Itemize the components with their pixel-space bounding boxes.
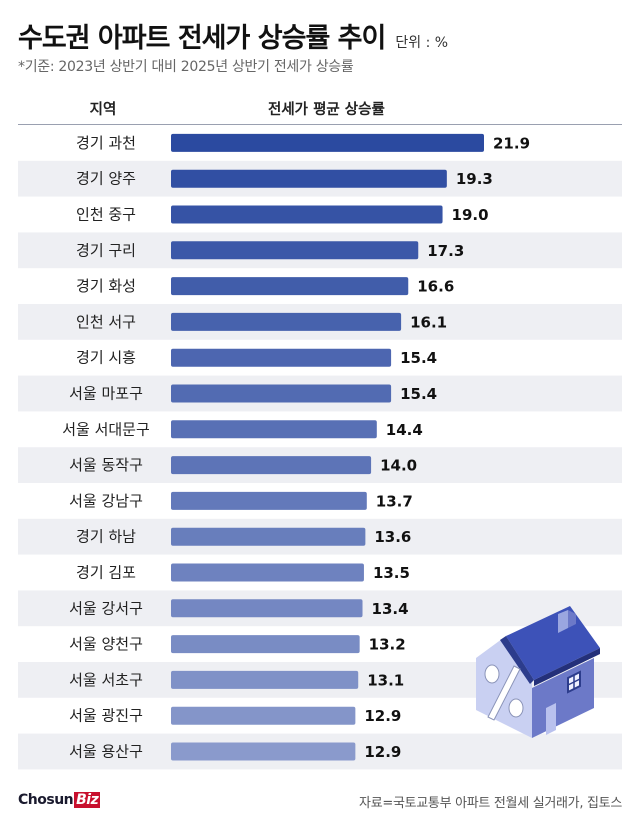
bar [171, 527, 366, 546]
baseline-note: *기준: 2023년 상반기 대비 2025년 상반기 전세가 상승률 [18, 59, 354, 75]
bar [171, 635, 360, 654]
value-label: 21.9 [493, 134, 530, 152]
bar [171, 491, 367, 510]
bar [171, 241, 419, 260]
region-label: 서울 강서구 [69, 599, 143, 617]
region-label: 서울 광진구 [69, 707, 143, 725]
region-label: 인천 중구 [76, 206, 136, 224]
chosunbiz-logo: Chosun Biz [18, 792, 101, 808]
region-label: 서울 마포구 [69, 385, 143, 403]
value-label: 13.1 [367, 671, 404, 689]
bar [171, 742, 356, 761]
bar [171, 133, 484, 152]
region-label: 경기 화성 [76, 277, 136, 295]
value-label: 17.3 [427, 242, 464, 260]
value-label: 12.9 [364, 743, 401, 761]
house-percent-icon [476, 606, 600, 738]
bar [171, 384, 392, 403]
value-label: 14.0 [380, 457, 417, 475]
bar-chart: 경기 과천 21.9 경기 양주 19.3 인천 중구 19.0 경기 구리 17.3 경기 화… [18, 133, 622, 770]
region-label: 경기 김포 [76, 564, 136, 582]
bar [171, 563, 364, 582]
chart-title: 수도권 아파트 전세가 상승률 추이 [18, 23, 386, 54]
value-label: 13.2 [369, 636, 406, 654]
value-label: 14.4 [386, 421, 423, 439]
logo-main: Chosun [18, 792, 74, 808]
value-label: 16.6 [417, 278, 454, 296]
region-label: 서울 서대문구 [62, 420, 150, 438]
bar [171, 456, 372, 475]
region-label: 서울 서초구 [69, 671, 143, 689]
column-header-region: 지역 [89, 102, 117, 118]
value-label: 16.1 [410, 313, 447, 331]
region-label: 인천 서구 [76, 313, 136, 331]
bar [171, 420, 377, 439]
source-note: 자료=국토교통부 아파트 전월세 실거래가, 집토스 [359, 796, 622, 811]
bar [171, 348, 392, 367]
region-label: 서울 용산구 [69, 743, 143, 761]
region-label: 경기 구리 [76, 241, 136, 259]
bar [171, 670, 359, 689]
value-label: 13.6 [374, 528, 411, 546]
value-label: 13.7 [376, 492, 413, 510]
value-label: 13.5 [373, 564, 410, 582]
value-label: 15.4 [400, 385, 437, 403]
bar [171, 277, 409, 296]
bar [171, 205, 443, 224]
value-label: 13.4 [372, 600, 409, 618]
table-header: 지역 전세가 평균 상승률 [18, 90, 622, 125]
value-label: 12.9 [364, 707, 401, 725]
bar [171, 169, 447, 188]
title-row: 수도권 아파트 전세가 상승률 추이 단위 : % [18, 16, 448, 55]
region-label: 경기 시흥 [76, 349, 136, 367]
region-label: 서울 동작구 [69, 456, 143, 474]
logo-biz: Biz [74, 792, 101, 808]
region-label: 경기 양주 [76, 170, 136, 188]
region-label: 경기 하남 [76, 528, 136, 546]
column-header-value: 전세가 평균 상승률 [268, 102, 385, 118]
value-label: 19.3 [456, 170, 493, 188]
region-label: 서울 강남구 [69, 492, 143, 510]
bar [171, 599, 363, 618]
unit-label: 단위 : % [395, 35, 449, 51]
bar [171, 312, 402, 331]
region-label: 서울 양천구 [69, 635, 143, 653]
value-label: 19.0 [452, 206, 489, 224]
region-label: 경기 과천 [76, 134, 136, 152]
value-label: 15.4 [400, 349, 437, 367]
bar [171, 706, 356, 725]
